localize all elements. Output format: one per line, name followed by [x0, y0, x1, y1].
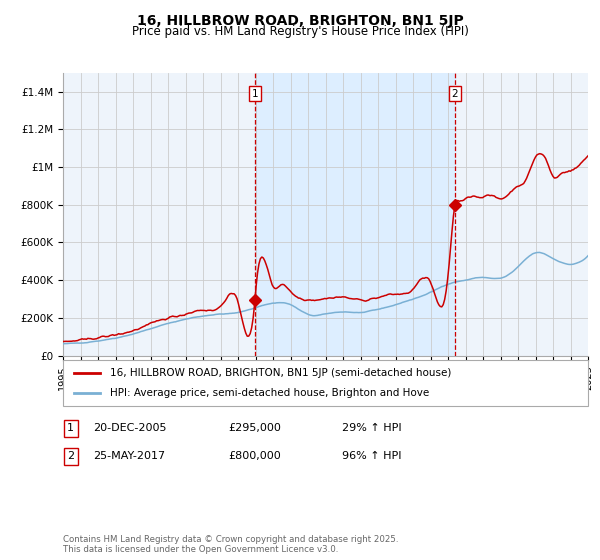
Text: 20-DEC-2005: 20-DEC-2005 [93, 423, 167, 433]
Text: 1: 1 [67, 423, 74, 433]
Bar [255, 73, 455, 356]
Text: 16, HILLBROW ROAD, BRIGHTON, BN1 5JP: 16, HILLBROW ROAD, BRIGHTON, BN1 5JP [137, 14, 463, 28]
Text: £295,000: £295,000 [228, 423, 281, 433]
Text: 2: 2 [452, 88, 458, 99]
Text: 2: 2 [67, 451, 74, 461]
Text: 16, HILLBROW ROAD, BRIGHTON, BN1 5JP (semi-detached house): 16, HILLBROW ROAD, BRIGHTON, BN1 5JP (se… [110, 368, 452, 378]
Text: Price paid vs. HM Land Registry's House Price Index (HPI): Price paid vs. HM Land Registry's House … [131, 25, 469, 38]
Text: 25-MAY-2017: 25-MAY-2017 [93, 451, 165, 461]
Text: £800,000: £800,000 [228, 451, 281, 461]
Text: HPI: Average price, semi-detached house, Brighton and Hove: HPI: Average price, semi-detached house,… [110, 388, 430, 398]
Text: Contains HM Land Registry data © Crown copyright and database right 2025.
This d: Contains HM Land Registry data © Crown c… [63, 535, 398, 554]
Text: 29% ↑ HPI: 29% ↑ HPI [342, 423, 401, 433]
FancyBboxPatch shape [63, 360, 588, 406]
Text: 1: 1 [251, 88, 258, 99]
Text: 96% ↑ HPI: 96% ↑ HPI [342, 451, 401, 461]
